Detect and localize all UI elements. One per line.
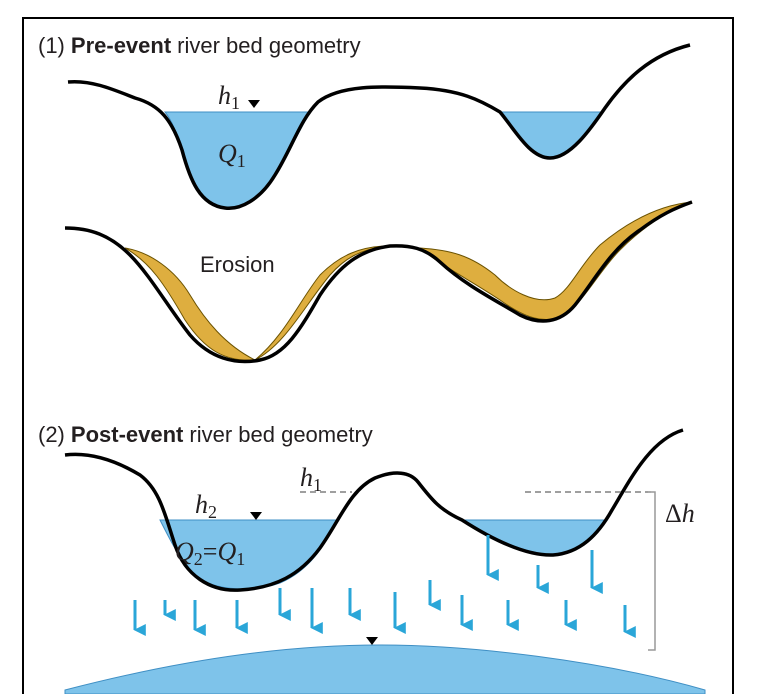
q-label: Q2=Q1 (175, 537, 245, 569)
label-part: h (682, 499, 695, 528)
label-part: h (195, 490, 208, 519)
frame (23, 18, 733, 694)
label-part: h (218, 81, 231, 110)
h2-label: h2 (195, 490, 217, 522)
label-part: Δ (665, 499, 682, 528)
h-label: h1 (218, 81, 240, 113)
label-part: 1 (237, 151, 246, 171)
label-part: Q (218, 139, 237, 168)
panel-subtitle: river bed geometry (189, 422, 372, 447)
river-bed (65, 202, 692, 362)
panel-number: (1) (38, 33, 65, 58)
label-part: 2 (194, 549, 203, 569)
groundwater (65, 645, 705, 694)
river-bed (65, 430, 683, 590)
delta-bracket (648, 492, 655, 650)
panel-subtitle: river bed geometry (177, 33, 360, 58)
label-part: 1 (313, 475, 322, 495)
water-table-marker (366, 637, 378, 645)
water (462, 520, 606, 555)
delta-h-label: Δh (665, 499, 695, 528)
river-bed (68, 45, 690, 208)
label-part: h (300, 463, 313, 492)
label-part: 1 (236, 549, 245, 569)
water-level-marker (250, 512, 262, 520)
panel-number: (2) (38, 422, 65, 447)
water-level-marker (248, 100, 260, 108)
label-part: 1 (231, 93, 240, 113)
eroded-sediment (420, 202, 692, 320)
label-part: 2 (208, 502, 217, 522)
panel-emphasis: Post-event (71, 422, 184, 447)
erosion-label: Erosion (200, 252, 275, 277)
label-part: = (203, 537, 218, 566)
diagram: (1)Pre-eventriver bed geometry h1 Q1 Ero… (0, 0, 757, 694)
label-part: Q (175, 537, 194, 566)
h1-label: h1 (300, 463, 322, 495)
panel-emphasis: Pre-event (71, 33, 172, 58)
label-part: Q (217, 537, 236, 566)
